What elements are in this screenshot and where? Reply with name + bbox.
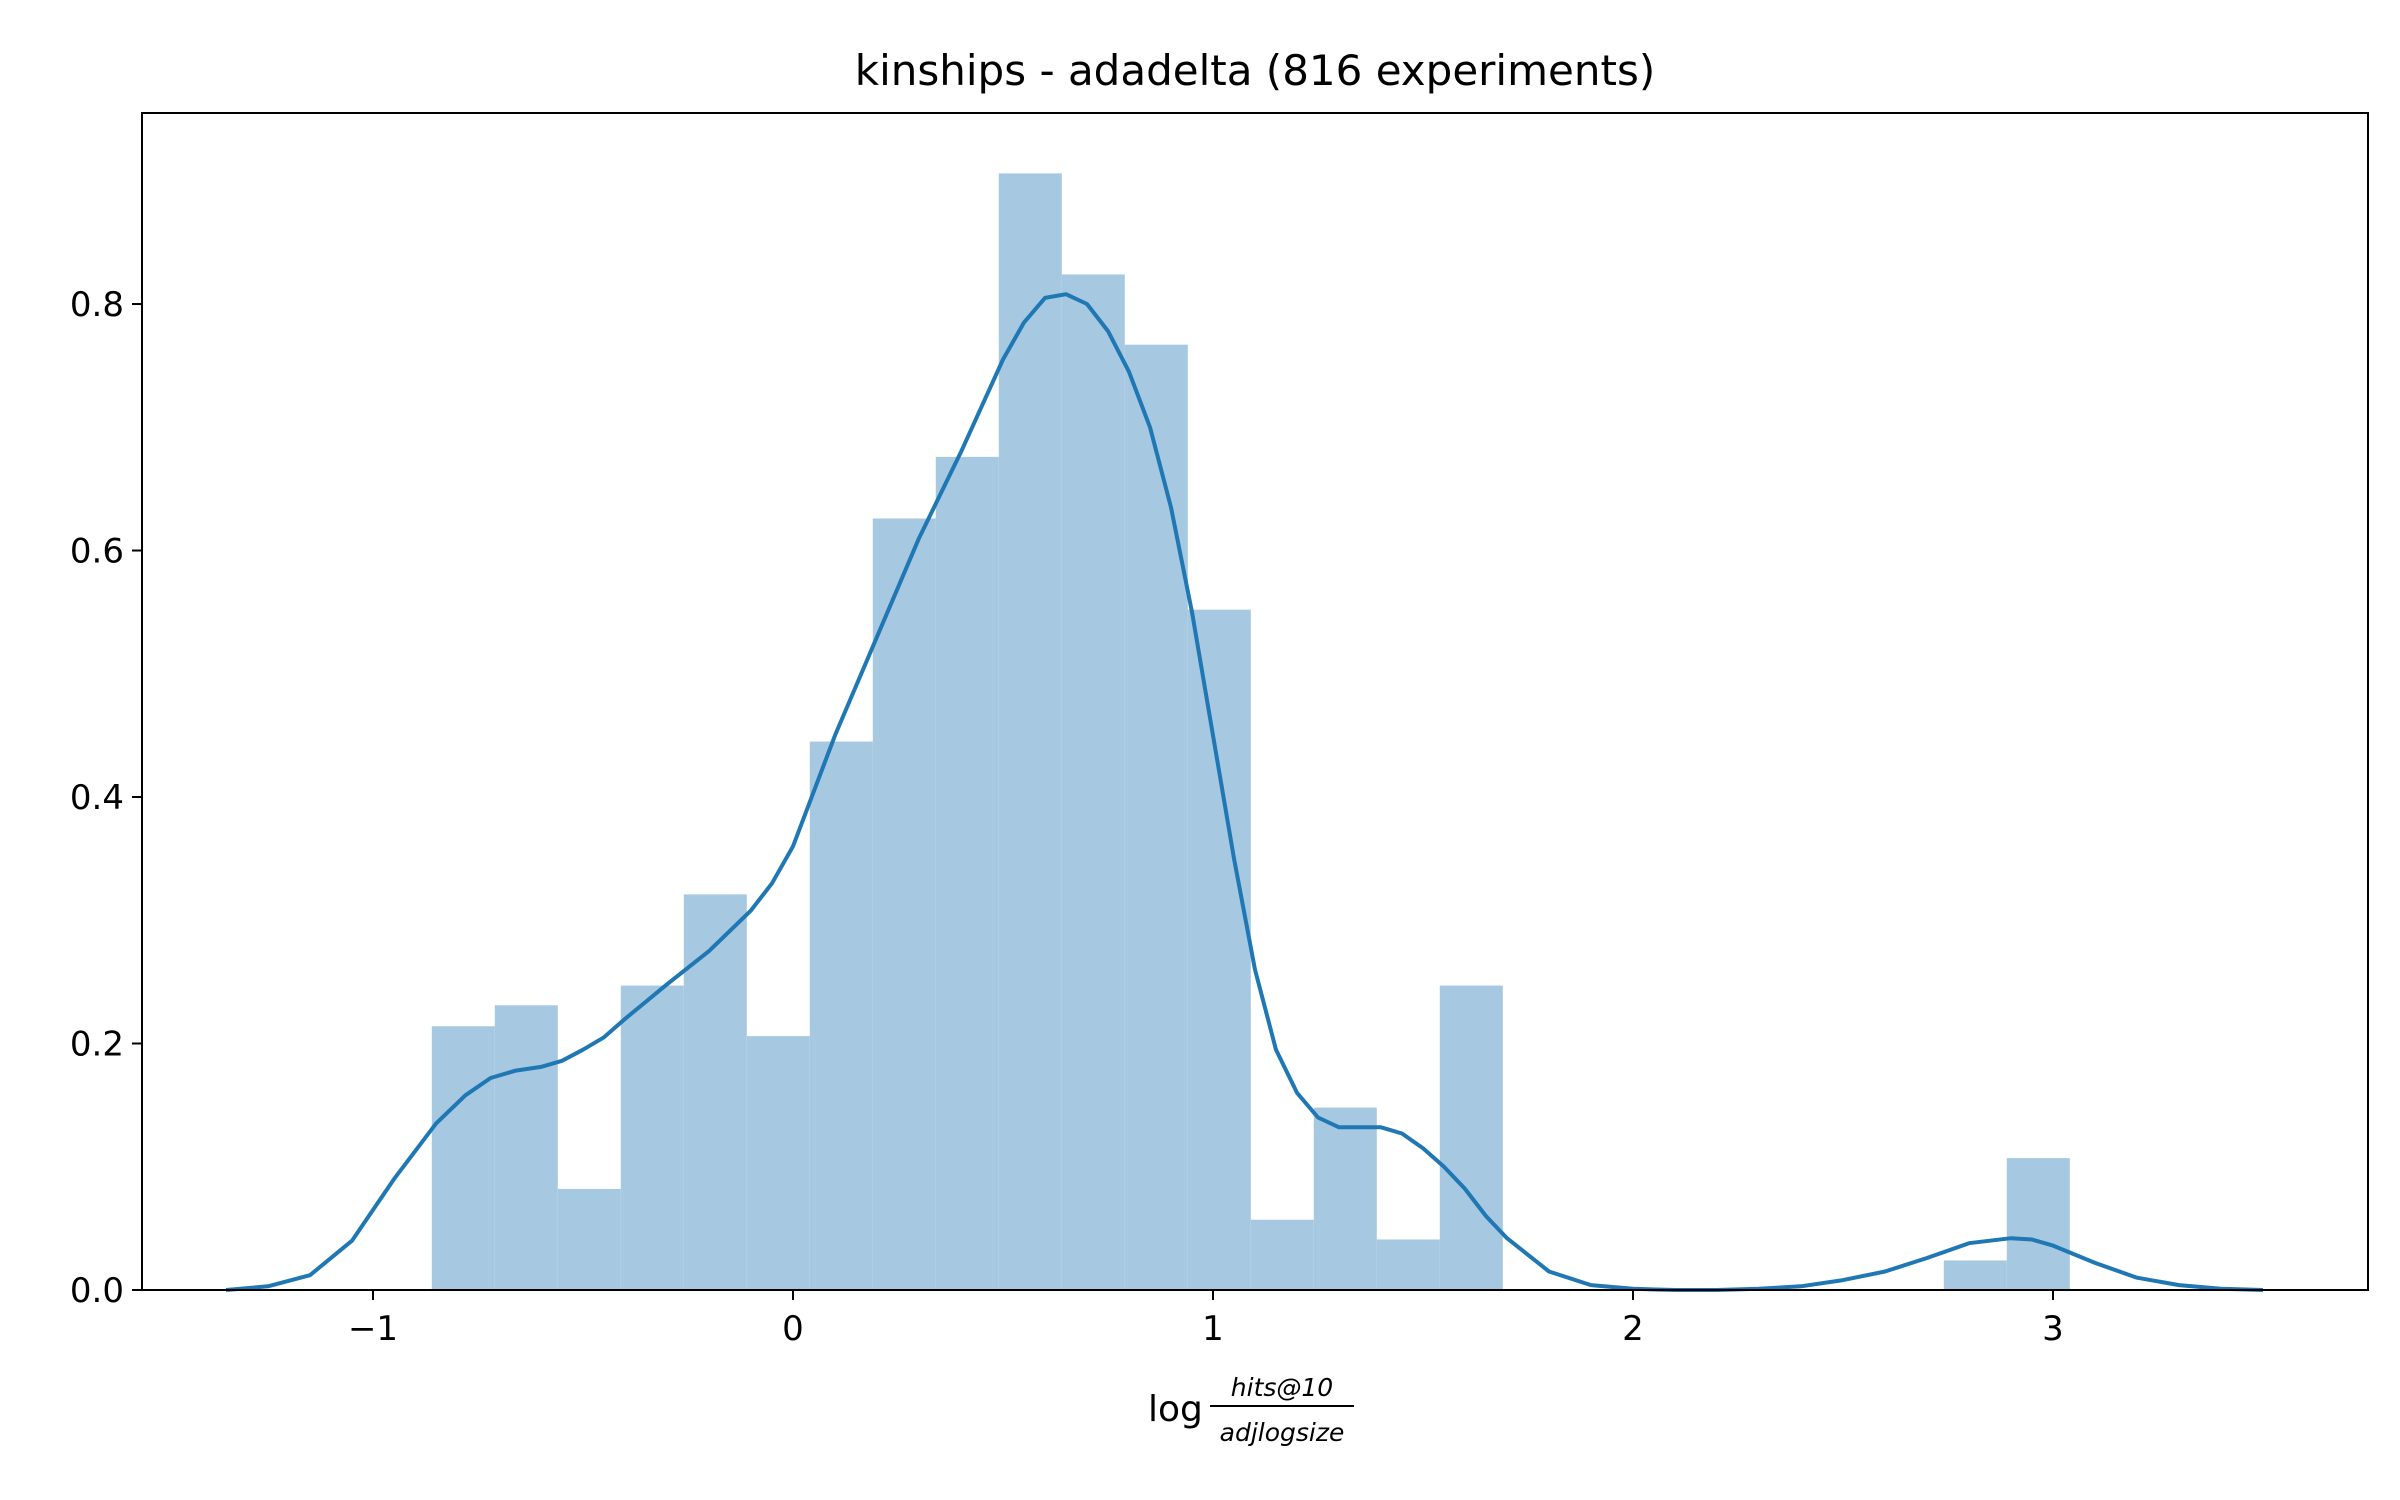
- x-axis-label: log hits@10 adjlogsize: [1148, 1373, 1354, 1447]
- histogram-bar: [1376, 1239, 1440, 1290]
- histogram-bar: [1187, 609, 1251, 1290]
- histogram-bar: [1943, 1260, 2007, 1290]
- histogram-bar: [683, 894, 747, 1290]
- x-tick-label: 2: [1622, 1309, 1644, 1349]
- y-tick-label: 0.8: [70, 285, 124, 325]
- histogram-bar: [494, 1005, 558, 1290]
- y-tick-label: 0.6: [70, 532, 124, 572]
- histogram-bars: [431, 173, 2070, 1290]
- histogram-bar: [935, 456, 999, 1290]
- histogram-bar: [746, 1036, 810, 1290]
- histogram-bar: [1124, 344, 1188, 1290]
- histogram-bar: [2006, 1158, 2070, 1290]
- x-axis-ticks: −1 0 1 2 3: [348, 1290, 2064, 1349]
- x-tick-label: 1: [1202, 1309, 1224, 1349]
- histogram-bar: [1061, 274, 1125, 1290]
- kde-line: [225, 292, 2264, 1292]
- histogram-bar: [998, 173, 1062, 1290]
- histogram-bar: [872, 518, 936, 1290]
- x-axis-label-numerator: hits@10: [1231, 1373, 1333, 1402]
- y-tick-label: 0.4: [70, 778, 124, 818]
- histogram-bar: [431, 1026, 495, 1290]
- y-axis-ticks: 0.0 0.2 0.4 0.6 0.8: [70, 285, 142, 1311]
- histogram-bar: [620, 985, 684, 1290]
- y-tick-label: 0.0: [70, 1271, 124, 1311]
- x-tick-label: 0: [782, 1309, 804, 1349]
- x-axis-label-prefix: log: [1148, 1389, 1203, 1430]
- histogram-bar: [1439, 985, 1503, 1290]
- x-tick-label: 3: [2042, 1309, 2064, 1349]
- histogram-bar: [557, 1188, 621, 1290]
- chart-title: kinships - adadelta (816 experiments): [855, 46, 1655, 95]
- y-tick-label: 0.2: [70, 1025, 124, 1065]
- x-axis-label-denominator: adjlogsize: [1220, 1418, 1345, 1447]
- plot-frame: [141, 112, 2369, 1291]
- x-tick-label: −1: [348, 1309, 398, 1349]
- histogram-bar: [809, 741, 873, 1290]
- histogram-bar: [1313, 1107, 1377, 1290]
- histogram-bar: [1250, 1219, 1314, 1290]
